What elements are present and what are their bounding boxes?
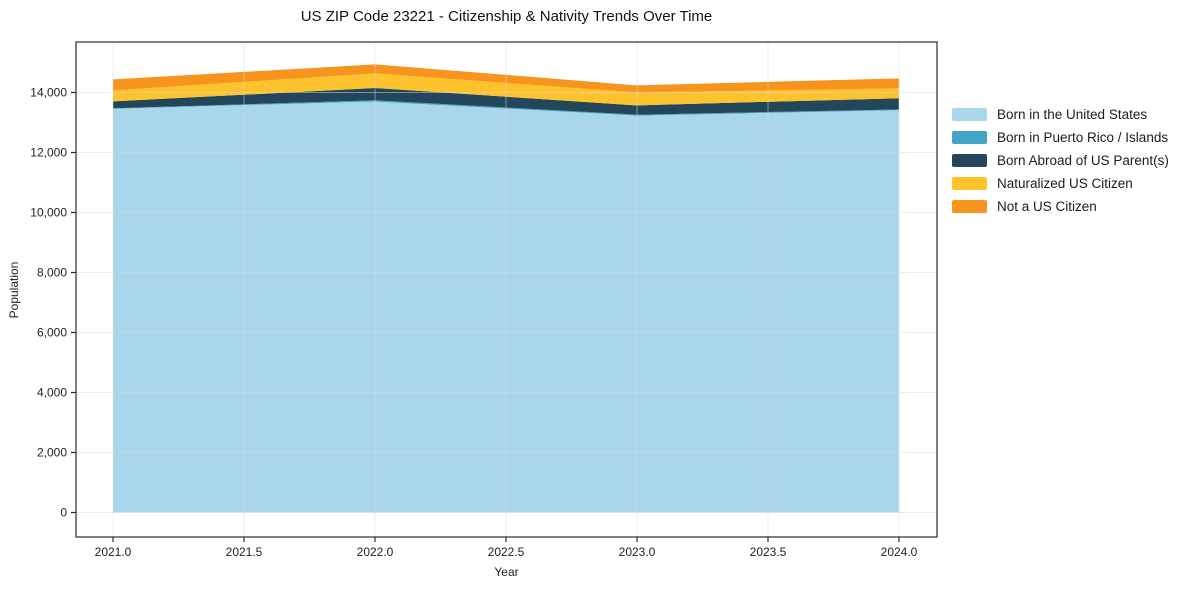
y-tick-label: 4,000: [37, 386, 67, 400]
chart-legend: Born in the United States Born in Puerto …: [952, 103, 1169, 218]
y-tick-label: 6,000: [37, 326, 67, 340]
x-tick-label: 2024.0: [881, 545, 918, 559]
x-tick-label: 2022.5: [488, 545, 525, 559]
x-axis-title: Year: [494, 565, 519, 579]
chart-title: US ZIP Code 23221 - Citizenship & Nativi…: [300, 8, 713, 25]
legend-swatch-icon: [952, 177, 987, 190]
y-axis-title-text: Population: [7, 261, 21, 319]
legend-label: Naturalized US Citizen: [997, 176, 1133, 191]
legend-item-2: Born Abroad of US Parent(s): [952, 149, 1169, 172]
y-tick-label: 8,000: [37, 266, 67, 280]
legend-label: Born in the United States: [997, 107, 1148, 122]
legend-item-3: Naturalized US Citizen: [952, 172, 1169, 195]
x-tick-label: 2022.0: [357, 545, 394, 559]
legend-label: Born in Puerto Rico / Islands: [997, 130, 1169, 145]
x-tick-label: 2021.0: [95, 545, 132, 559]
legend-label: Born Abroad of US Parent(s): [997, 153, 1169, 168]
legend-item-1: Born in Puerto Rico / Islands: [952, 126, 1169, 149]
legend-swatch-icon: [952, 108, 987, 121]
legend-label: Not a US Citizen: [997, 199, 1097, 214]
x-tick-label: 2023.0: [619, 545, 656, 559]
x-tick-label: 2023.5: [750, 545, 787, 559]
y-tick-label: 2,000: [37, 446, 67, 460]
legend-swatch-icon: [952, 200, 987, 213]
y-tick-label: 10,000: [30, 206, 67, 220]
legend-item-0: Born in the United States: [952, 103, 1169, 126]
legend-swatch-icon: [952, 131, 987, 144]
y-tick-label: 14,000: [30, 86, 67, 100]
legend-swatch-icon: [952, 154, 987, 167]
x-tick-label: 2021.5: [226, 545, 263, 559]
legend-item-4: Not a US Citizen: [952, 195, 1169, 218]
y-tick-label: 0: [60, 506, 67, 520]
y-tick-label: 12,000: [30, 146, 67, 160]
